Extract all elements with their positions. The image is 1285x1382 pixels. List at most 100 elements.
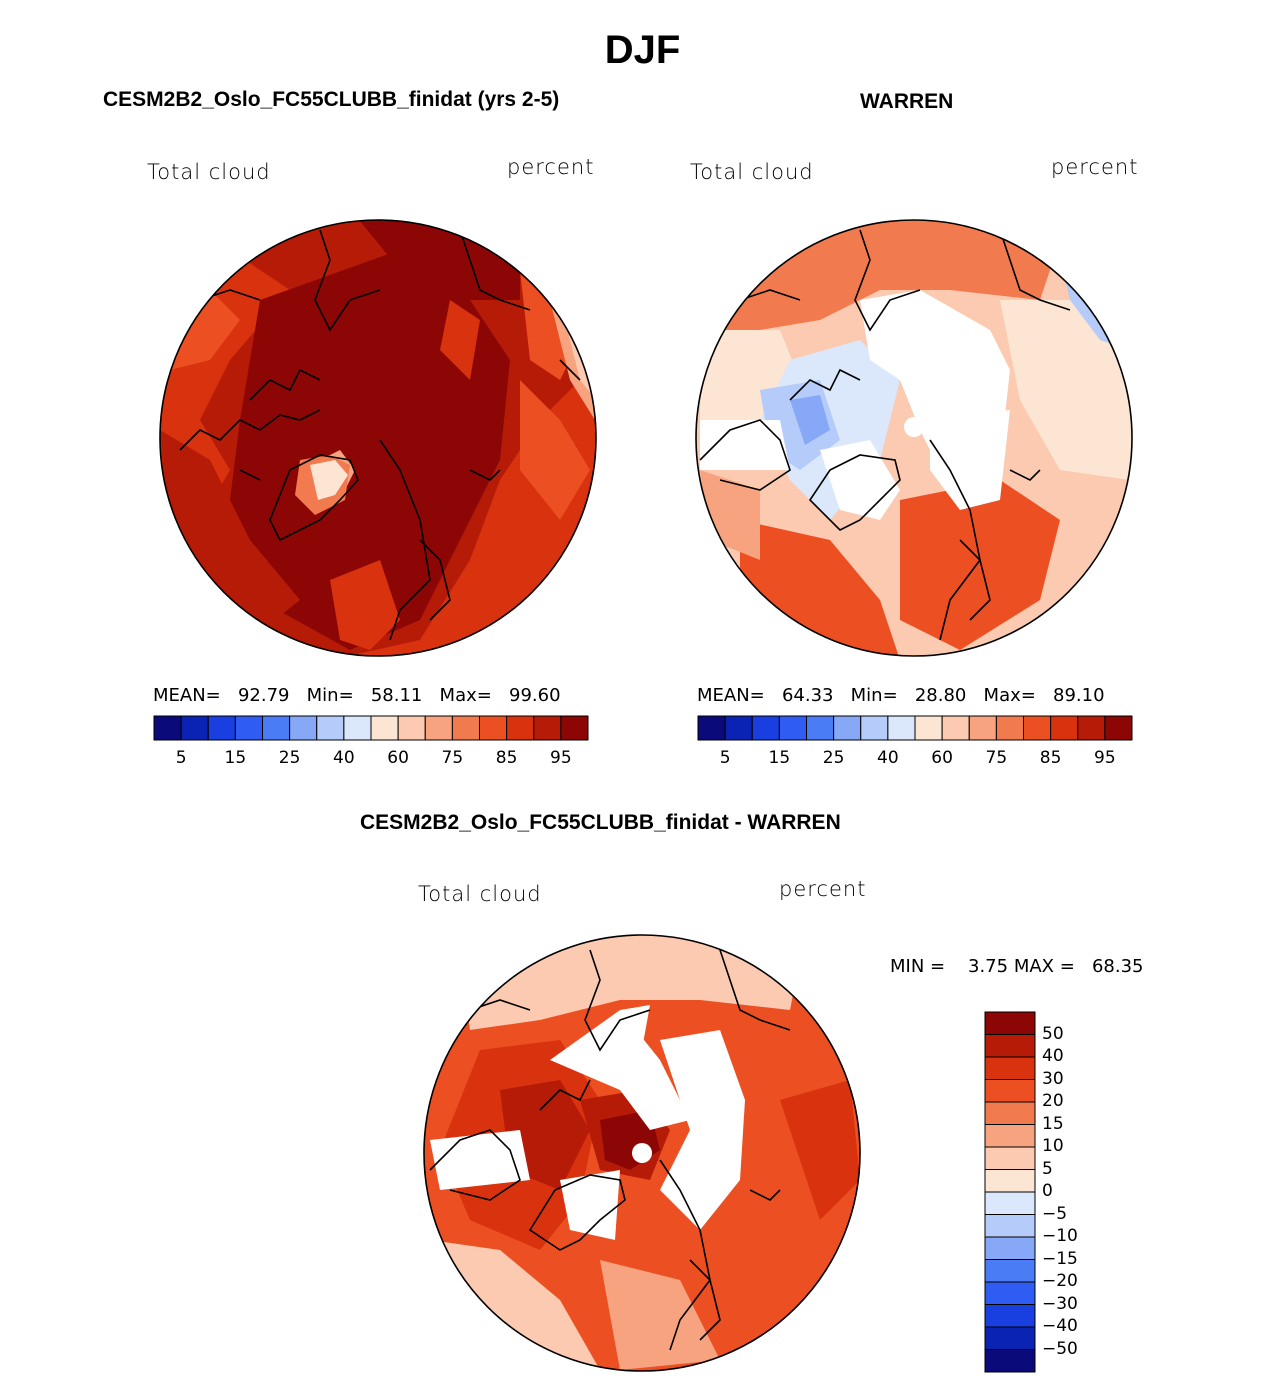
colorbar-tick-label: 40 xyxy=(1042,1046,1064,1066)
colorbar-swatch xyxy=(984,1101,1036,1125)
colorbar-tick-label: 75 xyxy=(441,748,464,768)
colorbar-tick-label: −10 xyxy=(1042,1226,1078,1246)
obs-polar-map xyxy=(696,220,1132,656)
colorbar-swatch xyxy=(153,715,182,741)
colorbar-swatch xyxy=(984,1349,1036,1373)
diff-variable-label: Total cloud xyxy=(418,882,542,906)
model-units-label: percent xyxy=(507,155,595,179)
colorbar-tick-label: −30 xyxy=(1042,1293,1078,1314)
colorbar-swatch xyxy=(860,715,889,741)
colorbar-swatch xyxy=(778,715,807,741)
colorbar-tick-label: 20 xyxy=(1042,1091,1064,1111)
colorbar-swatch xyxy=(207,715,236,741)
colorbar-tick-label: 15 xyxy=(224,748,247,768)
colorbar-swatch xyxy=(806,715,835,741)
colorbar-swatch xyxy=(289,715,318,741)
colorbar-tick-label: 60 xyxy=(387,748,409,768)
colorbar-swatch xyxy=(370,715,399,741)
colorbar-tick-label: 5 xyxy=(175,748,187,768)
colorbar-swatch xyxy=(234,715,263,741)
model-stats: MEAN= 92.79 Min= 58.11 Max= 99.60 xyxy=(153,685,561,706)
colorbar-swatch xyxy=(984,1169,1036,1193)
colorbar-swatch xyxy=(316,715,345,741)
colorbar-swatch xyxy=(984,1034,1036,1058)
colorbar-tick-label: 85 xyxy=(1039,748,1062,768)
colorbar-swatch xyxy=(984,1236,1036,1260)
diff-coastlines xyxy=(429,949,791,1351)
colorbar-swatch xyxy=(984,1146,1036,1170)
colorbar-swatch xyxy=(1023,715,1052,741)
colorbar-swatch xyxy=(560,715,589,741)
colorbar-swatch xyxy=(1104,715,1133,741)
colorbar-swatch xyxy=(984,1326,1036,1350)
colorbar-swatch xyxy=(506,715,535,741)
colorbar-tick-label: 95 xyxy=(550,748,572,768)
model-variable-label: Total cloud xyxy=(147,160,271,184)
diff-colorbar xyxy=(984,1011,1036,1373)
model-colorbar xyxy=(153,715,589,741)
colorbar-swatch xyxy=(533,715,562,741)
colorbar-swatch xyxy=(724,715,753,741)
diff-panel-title: CESM2B2_Oslo_FC55CLUBB_finidat - WARREN xyxy=(360,811,841,834)
colorbar-tick-label: 0 xyxy=(1042,1181,1053,1201)
colorbar-swatch xyxy=(968,715,997,741)
colorbar-tick-label: −40 xyxy=(1042,1316,1078,1336)
colorbar-swatch xyxy=(833,715,862,741)
colorbar-swatch xyxy=(887,715,916,741)
diff-units-label: percent xyxy=(779,877,867,901)
colorbar-swatch xyxy=(343,715,372,741)
colorbar-tick-label: −15 xyxy=(1042,1248,1078,1269)
colorbar-swatch xyxy=(984,1056,1036,1080)
colorbar-swatch xyxy=(995,715,1024,741)
colorbar-swatch xyxy=(984,1124,1036,1148)
colorbar-tick-label: 15 xyxy=(1042,1113,1064,1134)
colorbar-tick-label: 85 xyxy=(495,748,518,768)
colorbar-tick-label: 5 xyxy=(1042,1158,1053,1179)
colorbar-tick-label: 50 xyxy=(1042,1023,1064,1044)
colorbar-swatch xyxy=(479,715,508,741)
colorbar-swatch xyxy=(424,715,453,741)
colorbar-swatch xyxy=(1050,715,1079,741)
colorbar-swatch xyxy=(984,1079,1036,1103)
obs-coastlines xyxy=(699,229,1071,641)
colorbar-swatch xyxy=(984,1304,1036,1328)
colorbar-tick-label: 75 xyxy=(985,748,1008,768)
model-coastlines xyxy=(179,229,581,641)
colorbar-swatch xyxy=(751,715,780,741)
colorbar-tick-label: −20 xyxy=(1042,1271,1078,1291)
colorbar-swatch xyxy=(451,715,480,741)
colorbar-tick-label: 40 xyxy=(333,748,355,768)
colorbar-tick-label: 60 xyxy=(931,748,953,768)
model-panel-title: CESM2B2_Oslo_FC55CLUBB_finidat (yrs 2-5) xyxy=(103,88,560,111)
colorbar-swatch xyxy=(984,1191,1036,1215)
colorbar-tick-label: −5 xyxy=(1042,1203,1068,1224)
colorbar-swatch xyxy=(397,715,426,741)
colorbar-tick-label: 15 xyxy=(768,748,791,768)
colorbar-tick-label: 30 xyxy=(1042,1068,1064,1089)
colorbar-swatch xyxy=(984,1011,1036,1035)
obs-panel-title: WARREN xyxy=(860,90,954,113)
colorbar-tick-label: −50 xyxy=(1042,1338,1078,1359)
colorbar-swatch xyxy=(984,1281,1036,1305)
colorbar-tick-label: 25 xyxy=(278,748,301,768)
colorbar-tick-label: 5 xyxy=(719,748,731,768)
colorbar-swatch xyxy=(262,715,291,741)
diff-minmax: MIN = 3.75 MAX = 68.35 xyxy=(890,956,1144,977)
colorbar-swatch xyxy=(984,1259,1036,1283)
figure-title: DJF xyxy=(604,28,681,72)
colorbar-swatch xyxy=(180,715,209,741)
colorbar-swatch xyxy=(941,715,970,741)
colorbar-tick-label: 95 xyxy=(1094,748,1116,768)
colorbar-swatch xyxy=(697,715,726,741)
colorbar-tick-label: 10 xyxy=(1042,1136,1064,1156)
obs-colorbar xyxy=(697,715,1133,741)
colorbar-swatch xyxy=(984,1214,1036,1238)
obs-units-label: percent xyxy=(1051,155,1139,179)
colorbar-tick-label: 40 xyxy=(877,748,899,768)
colorbar-swatch xyxy=(1077,715,1106,741)
obs-variable-label: Total cloud xyxy=(690,160,814,184)
diff-pole-hole xyxy=(632,1143,652,1163)
colorbar-tick-label: 25 xyxy=(822,748,845,768)
obs-stats: MEAN= 64.33 Min= 28.80 Max= 89.10 xyxy=(697,685,1105,706)
